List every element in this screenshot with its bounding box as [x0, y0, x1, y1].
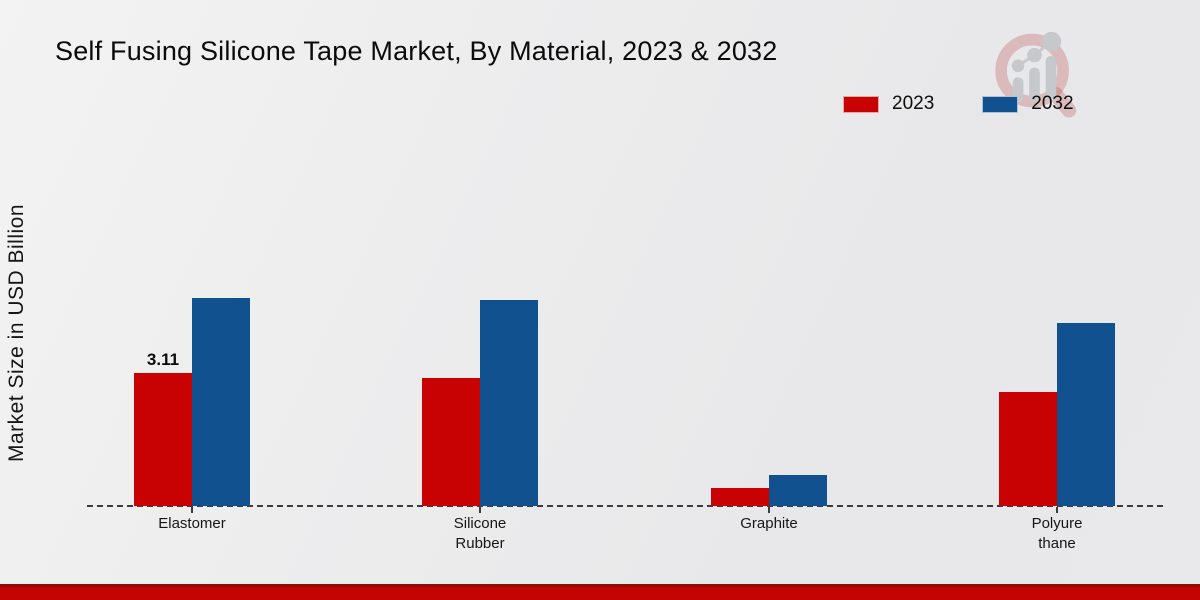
- bar-polyurethane-2023[interactable]: [999, 392, 1057, 506]
- legend-label-2023: 2023: [892, 93, 935, 114]
- bar-graphite-2032[interactable]: [769, 475, 827, 506]
- y-axis-label: Market Size in USD Billion: [5, 203, 28, 463]
- bar-silicone-rubber-2032[interactable]: [480, 300, 538, 506]
- x-axis-label-polyurethane: Polyure thane: [1031, 515, 1083, 552]
- x-axis-label-graphite: Graphite: [740, 515, 798, 532]
- legend: 2023 2032: [843, 93, 1074, 115]
- x-axis-tick-polyurethane: [1056, 507, 1058, 513]
- bar-elastomer-2032[interactable]: [192, 298, 250, 506]
- magnifier-bar-chart-logo-icon: [995, 31, 1077, 118]
- x-axis-tick-graphite: [768, 507, 770, 513]
- bar-elastomer-2023[interactable]: [134, 373, 192, 506]
- chart-title: Self Fusing Silicone Tape Market, By Mat…: [55, 36, 778, 66]
- bar-value-label-elastomer-2023: 3.11: [146, 350, 180, 369]
- bar-silicone-rubber-2023[interactable]: [422, 378, 480, 506]
- bar-polyurethane-2032[interactable]: [1057, 323, 1115, 506]
- bar-graphite-2023[interactable]: [711, 488, 769, 506]
- legend-swatch-2023: [843, 95, 879, 113]
- legend-swatch-2032: [982, 95, 1019, 113]
- bottom-accent-stripe: [0, 584, 1200, 600]
- legend-label-2032: 2032: [1031, 93, 1074, 114]
- x-axis-tick-elastomer: [191, 507, 193, 513]
- x-axis-label-elastomer: Elastomer: [158, 515, 226, 532]
- x-axis-baseline: [87, 505, 1163, 507]
- x-axis-label-silicone-rubber: Silicone Rubber: [453, 515, 507, 552]
- x-axis-tick-silicone-rubber: [479, 507, 481, 513]
- legend-item-2032[interactable]: 2032: [982, 93, 1074, 115]
- legend-item-2023[interactable]: 2023: [843, 93, 934, 115]
